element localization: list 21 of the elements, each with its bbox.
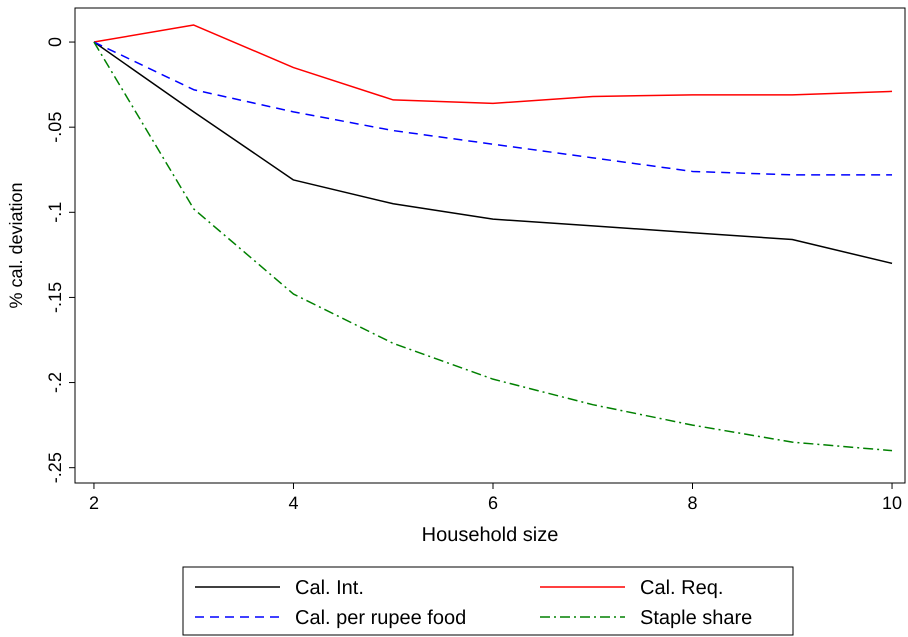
x-tick-label: 2 xyxy=(88,493,99,513)
x-tick-label: 6 xyxy=(488,493,498,513)
y-tick-label: -.15 xyxy=(45,282,65,313)
y-tick-label: -.25 xyxy=(45,452,65,484)
x-tick-label: 10 xyxy=(882,493,902,513)
line-series xyxy=(93,41,893,264)
y-tick-label: -.05 xyxy=(45,112,65,143)
line-series xyxy=(93,24,893,104)
legend-label: Cal. per rupee food xyxy=(295,607,466,629)
x-axis-title: Household size xyxy=(422,524,558,546)
y-tick-label: -.1 xyxy=(45,202,65,223)
line-series xyxy=(93,41,893,176)
line-series xyxy=(93,41,893,452)
x-tick-label: 8 xyxy=(688,493,698,513)
legend-label: Staple share xyxy=(640,607,752,629)
x-tick-label: 4 xyxy=(288,493,298,513)
y-axis-title: % cal. deviation xyxy=(6,182,26,309)
legend-label: Cal. Req. xyxy=(640,577,724,599)
y-tick-label: -.2 xyxy=(45,372,65,394)
y-tick-label: 0 xyxy=(45,37,65,48)
legend-label: Cal. Int. xyxy=(295,577,364,599)
